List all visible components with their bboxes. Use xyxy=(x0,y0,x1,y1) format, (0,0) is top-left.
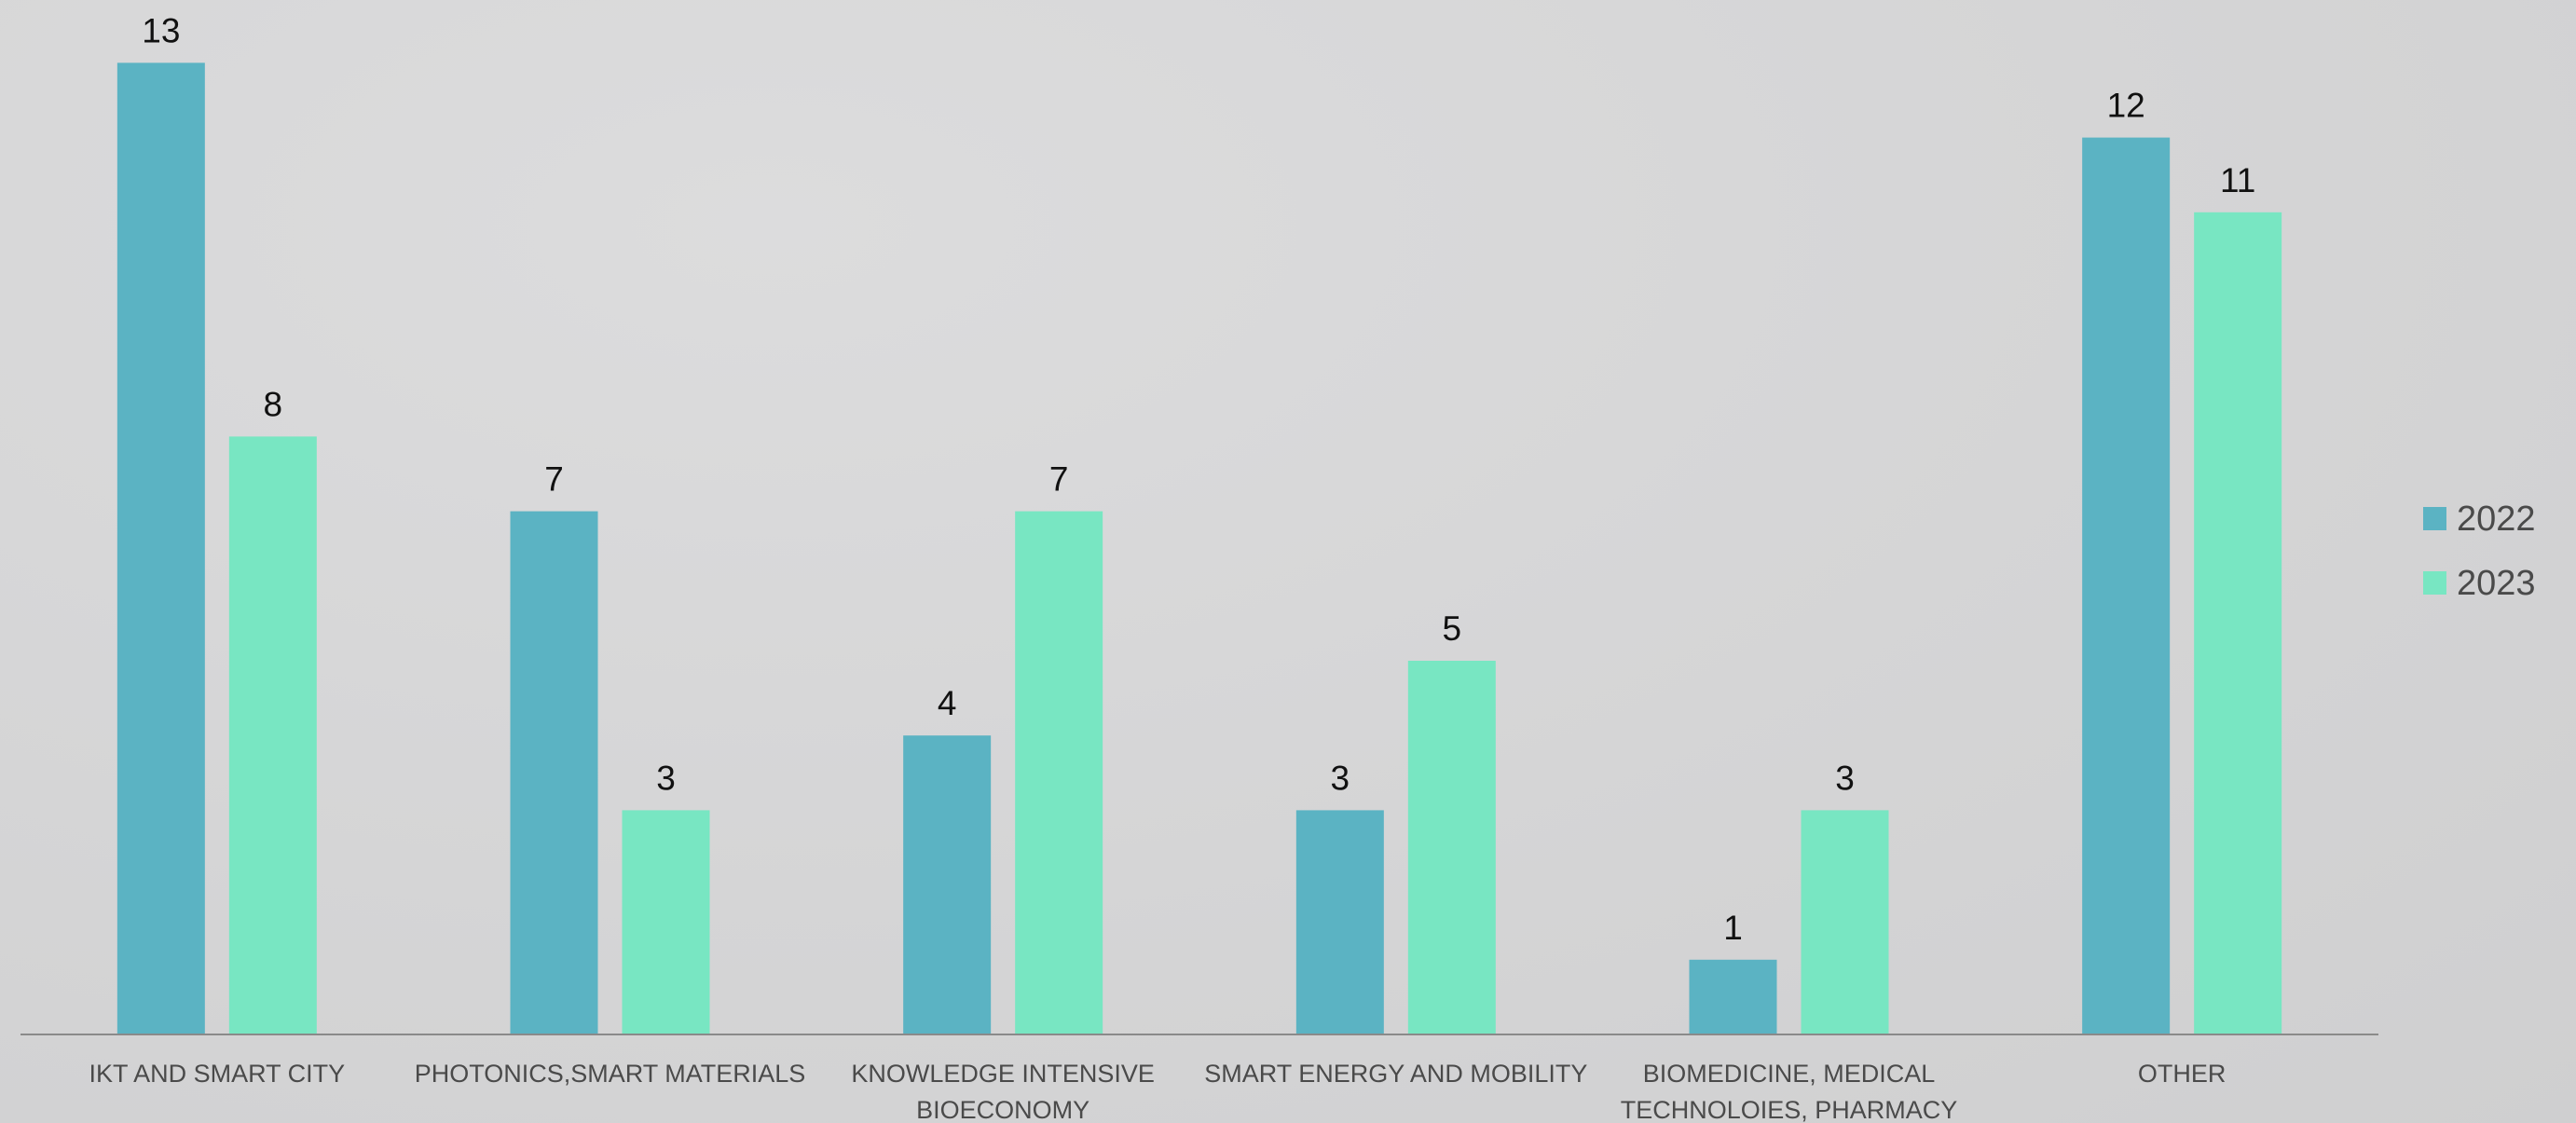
data-label-2022-3: 3 xyxy=(1331,759,1350,797)
legend: 2022 2023 xyxy=(2423,500,2536,603)
x-tick-label-0: IKT AND SMART CITY xyxy=(89,1060,346,1088)
legend-label-2023: 2023 xyxy=(2457,564,2536,603)
x-tick-label-1: PHOTONICS,SMART MATERIALS xyxy=(415,1060,806,1088)
data-label-2023-4: 3 xyxy=(1835,759,1855,797)
data-label-2023-2: 7 xyxy=(1049,460,1069,499)
bar-2023-1 xyxy=(622,810,710,1034)
bar-2022-0 xyxy=(116,62,205,1034)
data-label-2023-0: 8 xyxy=(264,385,283,423)
bar-2022-4 xyxy=(1689,959,1777,1034)
bar-2023-4 xyxy=(1801,810,1889,1034)
bar-2022-5 xyxy=(2082,137,2171,1035)
legend-swatch-2023 xyxy=(2423,571,2446,595)
data-label-2022-1: 7 xyxy=(544,460,564,499)
data-label-2022-5: 12 xyxy=(2107,87,2145,125)
bar-2023-2 xyxy=(1015,511,1103,1034)
legend-swatch-2022 xyxy=(2423,507,2446,530)
bar-2023-0 xyxy=(228,436,317,1034)
data-label-2022-4: 1 xyxy=(1723,909,1743,947)
bars-group xyxy=(116,62,2282,1035)
data-label-2023-1: 3 xyxy=(656,759,676,797)
x-tick-label-4: BIOMEDICINE, MEDICAL TECHNOLOIES, PHARMAC… xyxy=(1621,1060,1958,1123)
bar-2023-3 xyxy=(1407,661,1496,1034)
x-tick-label-5: OTHER xyxy=(2138,1060,2227,1088)
data-label-2022-0: 13 xyxy=(142,11,180,49)
bar-2022-1 xyxy=(510,511,598,1034)
legend-label-2022: 2022 xyxy=(2457,500,2536,539)
data-label-2022-2: 4 xyxy=(938,684,957,722)
x-tick-labels-group: IKT AND SMART CITY PHOTONICS,SMART MATERI… xyxy=(89,1060,2227,1123)
x-tick-label-2: KNOWLEDGE INTENSIVE BIOECONOMY xyxy=(851,1060,1155,1123)
bar-2023-5 xyxy=(2194,212,2282,1035)
data-label-2023-5: 11 xyxy=(2220,161,2255,199)
bar-2022-2 xyxy=(903,735,992,1034)
data-label-2023-3: 5 xyxy=(1443,609,1462,648)
x-tick-label-3: SMART ENERGY AND MOBILITY xyxy=(1204,1060,1587,1088)
bar-2022-3 xyxy=(1295,810,1384,1034)
